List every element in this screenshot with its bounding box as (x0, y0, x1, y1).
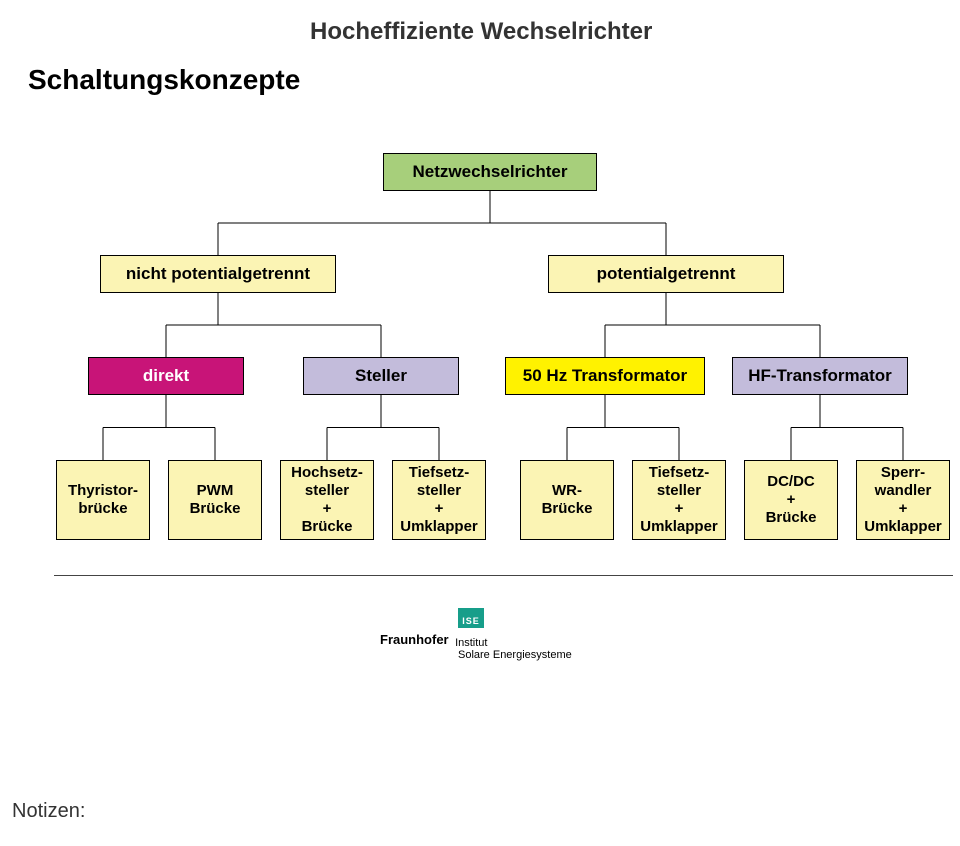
node-l3a: direkt (88, 357, 244, 395)
node-root: Netzwechselrichter (383, 153, 597, 191)
tree-connectors (0, 0, 960, 846)
node-l4f: Tiefsetz-steller+Umklapper (632, 460, 726, 540)
node-l4c: Hochsetz-steller+Brücke (280, 460, 374, 540)
institut-text: Institut (455, 637, 487, 649)
node-l3c: 50 Hz Transformator (505, 357, 705, 395)
ise-badge: ISE (458, 608, 484, 628)
node-l4b: PWMBrücke (168, 460, 262, 540)
page-sub-title: Schaltungskonzepte (28, 64, 300, 96)
node-l2a: nicht potentialgetrennt (100, 255, 336, 293)
node-l4e: WR-Brücke (520, 460, 614, 540)
node-l2b: potentialgetrennt (548, 255, 784, 293)
solare-text: Solare Energiesysteme (458, 649, 572, 661)
divider-line (54, 575, 953, 576)
node-l4a: Thyristor-brücke (56, 460, 150, 540)
node-l3d: HF-Transformator (732, 357, 908, 395)
node-l4h: Sperr-wandler+Umklapper (856, 460, 950, 540)
fraunhofer-logo: ISE Fraunhofer Institut Solare Energiesy… (380, 608, 572, 661)
node-l4d: Tiefsetz-steller+Umklapper (392, 460, 486, 540)
page-header-title: Hocheffiziente Wechselrichter (310, 18, 652, 46)
node-l3b: Steller (303, 357, 459, 395)
notizen-label: Notizen: (12, 800, 85, 823)
fraunhofer-text: Fraunhofer (380, 632, 449, 647)
node-l4g: DC/DC+Brücke (744, 460, 838, 540)
